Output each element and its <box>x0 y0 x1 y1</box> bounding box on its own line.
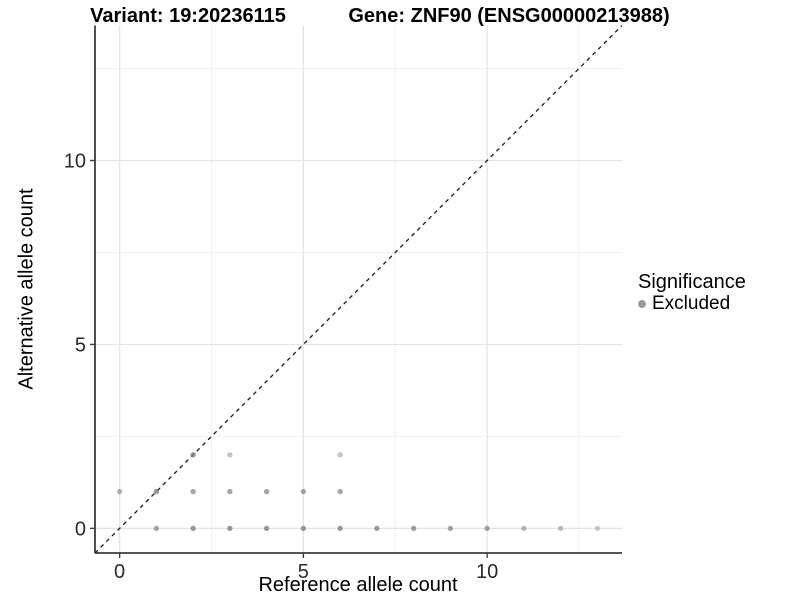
data-point <box>447 525 454 532</box>
legend-point-icon <box>638 299 646 308</box>
y-tick-label: 0 <box>75 518 86 540</box>
data-point <box>374 525 380 532</box>
legend-title: Significance <box>638 271 746 293</box>
data-point <box>153 525 160 532</box>
y-axis-label: Alternative allele count <box>15 188 38 390</box>
data-point <box>557 525 564 532</box>
legend-entry: Excluded <box>638 293 746 314</box>
data-point <box>521 525 527 532</box>
data-point <box>227 452 233 458</box>
data-point <box>484 525 490 532</box>
data-point <box>190 452 196 458</box>
data-point <box>337 525 343 532</box>
data-point <box>116 488 123 495</box>
data-point <box>594 525 601 532</box>
data-point <box>300 525 307 532</box>
plot-title-variant: Variant: 19:20236115 <box>90 5 286 27</box>
data-point <box>190 488 196 495</box>
data-point <box>263 525 270 532</box>
data-point <box>227 488 233 495</box>
plot-title-gene: Gene: ZNF90 (ENSG00000213988) <box>348 5 670 27</box>
legend-entry-label: Excluded <box>652 293 731 314</box>
data-point <box>190 525 196 532</box>
legend: Significance Excluded <box>638 272 746 314</box>
data-point <box>337 488 343 495</box>
x-tick-label: 5 <box>298 561 309 583</box>
data-point <box>263 488 270 495</box>
data-point <box>337 452 343 458</box>
data-point <box>300 488 307 495</box>
data-point <box>227 525 233 532</box>
x-tick-label: 0 <box>114 561 125 583</box>
legend-entries: Excluded <box>638 293 746 314</box>
identity-line <box>94 25 623 554</box>
data-point <box>153 488 160 495</box>
y-tick-label: 10 <box>64 151 86 173</box>
x-tick-label: 10 <box>476 561 498 583</box>
x-axis-label: Reference allele count <box>258 574 458 596</box>
y-tick-label: 5 <box>75 334 86 356</box>
data-point <box>410 525 417 532</box>
